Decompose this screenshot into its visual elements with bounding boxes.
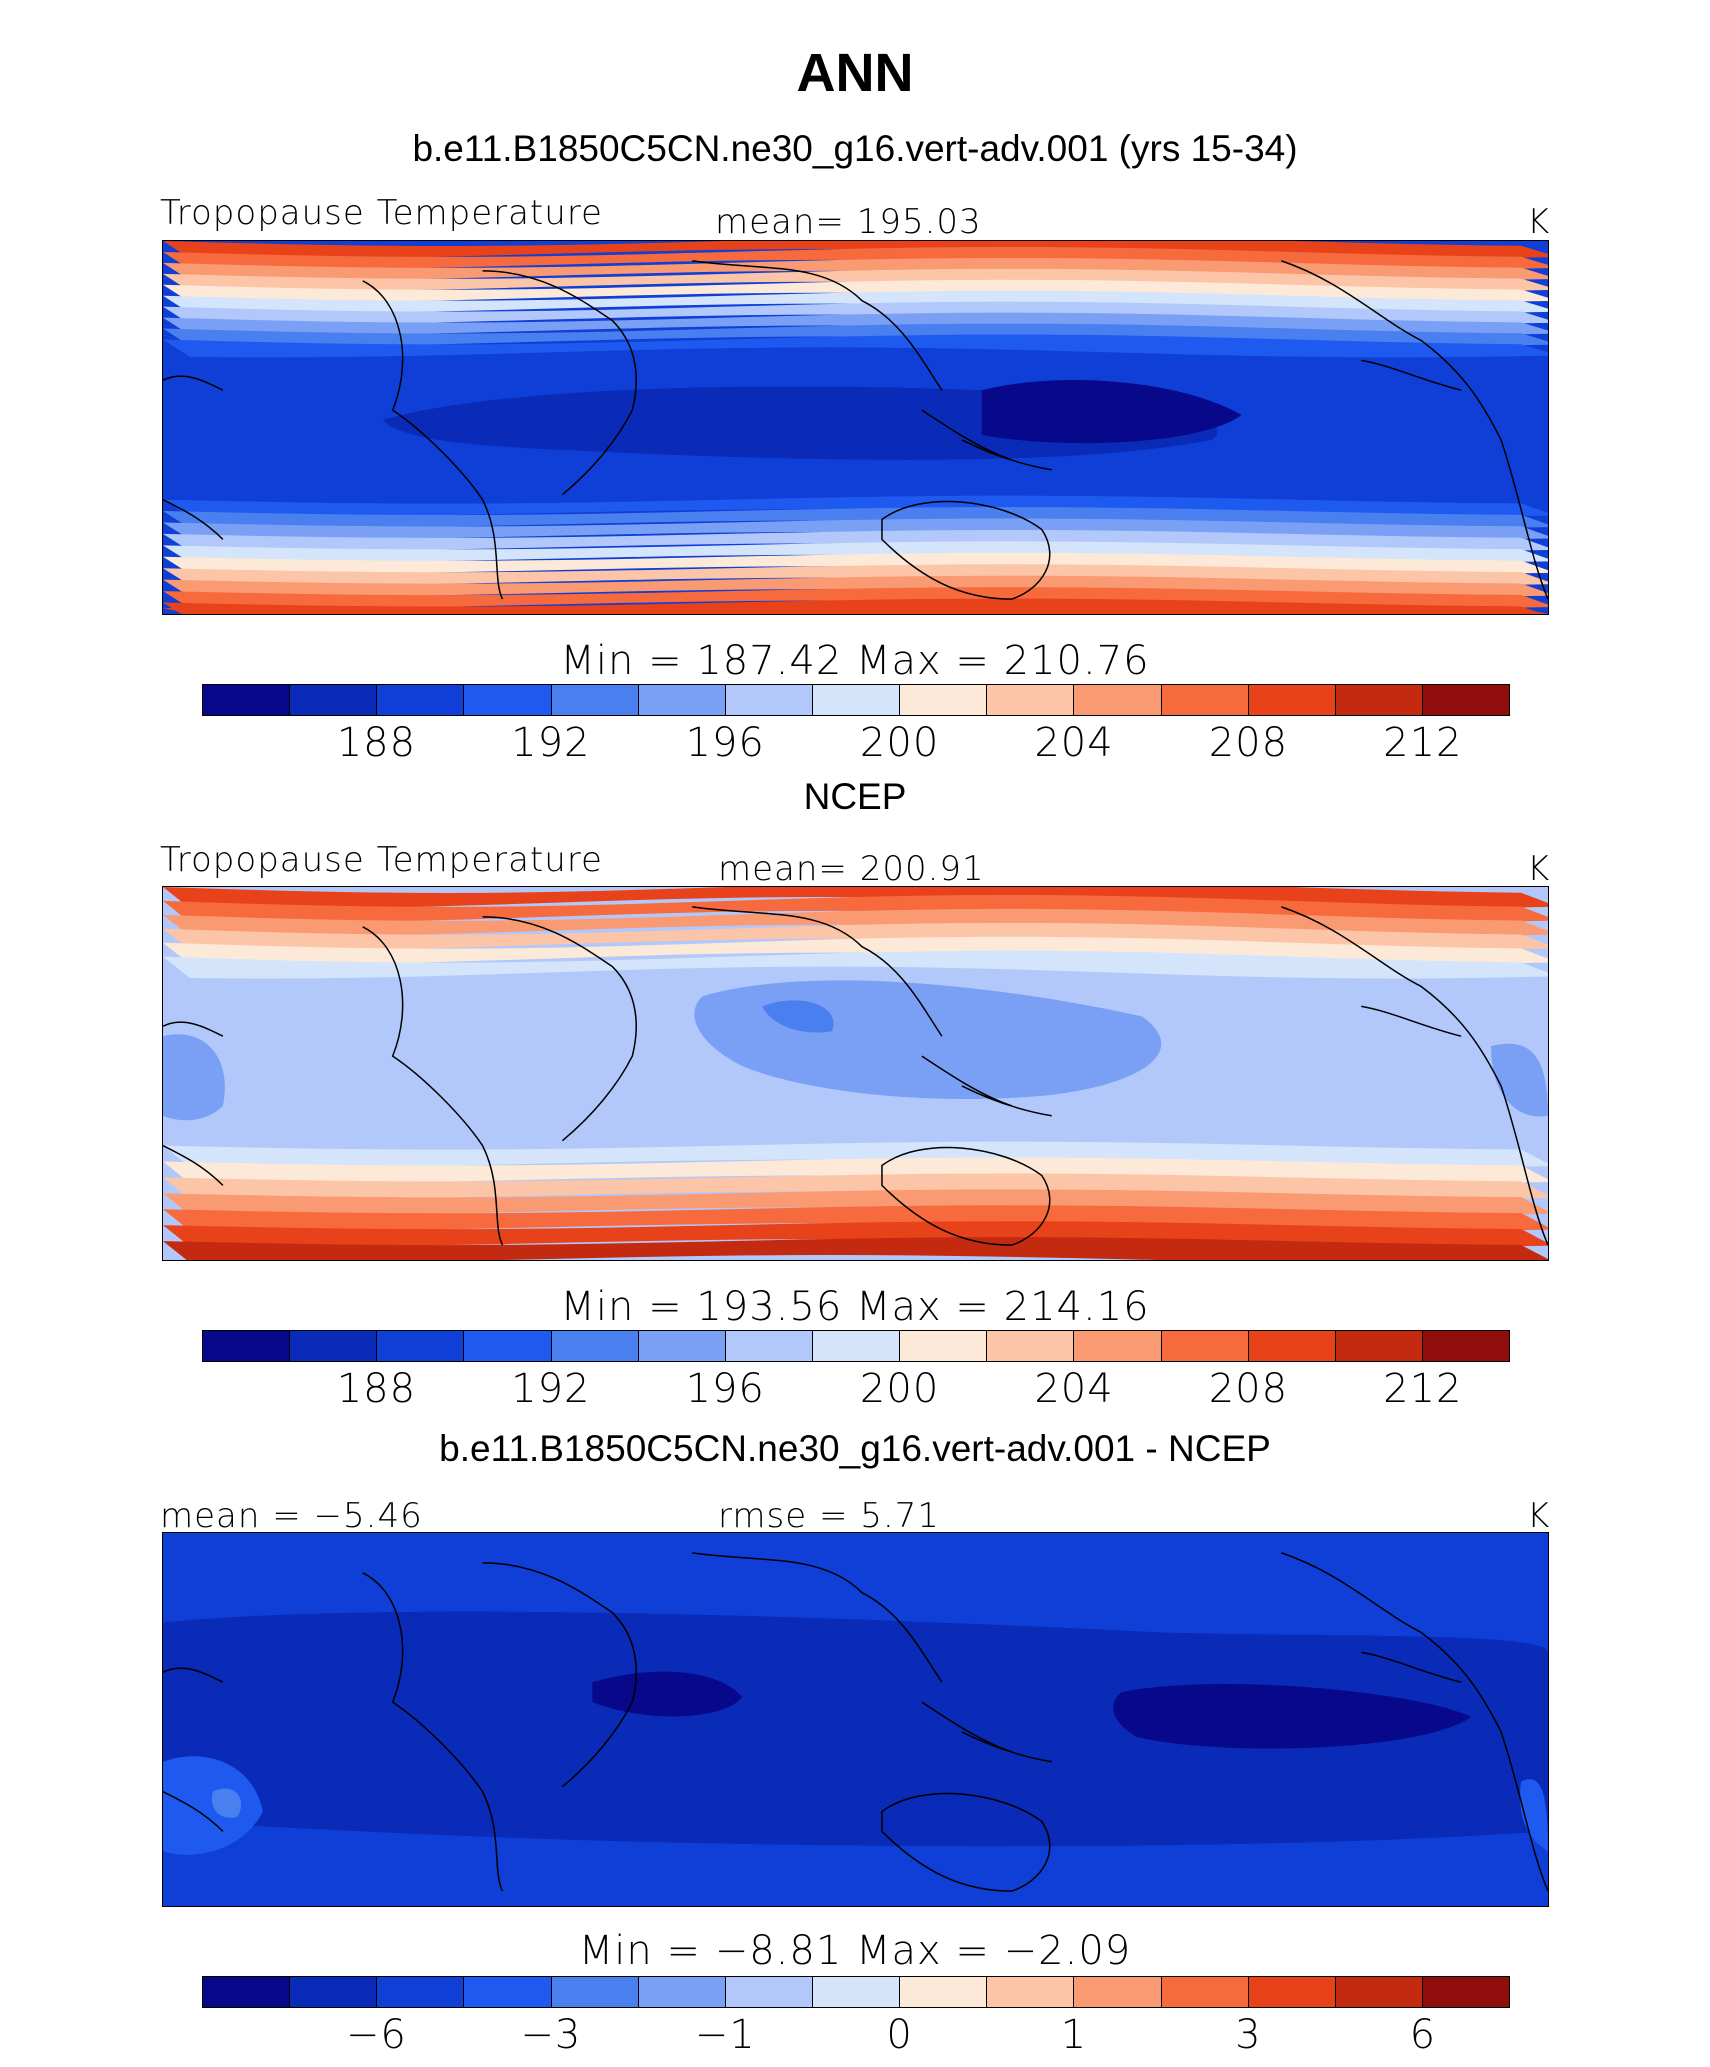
- colorbar-segment: [551, 1977, 639, 2007]
- colorbar-segment: [551, 1331, 639, 1361]
- colorbar-tick-label: 200: [859, 1366, 940, 1412]
- colorbar-segment: [725, 1331, 813, 1361]
- colorbar-tick-label: 6: [1409, 2012, 1437, 2058]
- panel-2-map: [162, 886, 1549, 1261]
- colorbar-segment: [464, 685, 552, 715]
- colorbar-segment: [377, 1977, 465, 2007]
- colorbar-segment: [900, 1331, 988, 1361]
- panel-2-mean-label: mean= 200.91: [718, 849, 985, 889]
- colorbar-tick-label: 188: [336, 720, 417, 766]
- panel-2-minmax: Min = 193.56 Max = 214.16: [560, 1284, 1150, 1330]
- colorbar-tick-label: 3: [1235, 2012, 1262, 2058]
- colorbar-segment: [1161, 685, 1249, 715]
- colorbar-tick-label: −1: [694, 2012, 756, 2058]
- panel-2-unit-label: K: [1527, 849, 1551, 889]
- panel-3-rmse-label: rmse = 5.71: [718, 1496, 940, 1536]
- colorbar-tick-label: 1: [1060, 2012, 1088, 2058]
- panel-1-title: b.e11.B1850C5CN.ne30_g16.vert-adv.001 (y…: [412, 128, 1298, 169]
- colorbar-segment: [464, 1331, 552, 1361]
- colorbar-segment: [1335, 1977, 1423, 2007]
- colorbar-segment: [290, 685, 378, 715]
- colorbar-segment: [638, 685, 726, 715]
- panel-3-contour-map: [163, 1533, 1548, 1906]
- colorbar-segment: [638, 1331, 726, 1361]
- panel-3-map: [162, 1532, 1549, 1907]
- colorbar-segment: [900, 685, 988, 715]
- colorbar-segment: [551, 685, 639, 715]
- colorbar-tick-label: 196: [685, 1366, 765, 1412]
- main-title: ANN: [796, 43, 914, 103]
- colorbar-tick-label: 196: [685, 720, 765, 766]
- colorbar-segment: [987, 1331, 1075, 1361]
- colorbar-segment: [203, 1331, 291, 1361]
- colorbar-segment: [1335, 685, 1423, 715]
- colorbar-segment: [1422, 1331, 1510, 1361]
- panel-3-minmax: Min = −8.81 Max = −2.09: [578, 1928, 1132, 1974]
- colorbar-segment: [987, 685, 1075, 715]
- colorbar-segment: [1248, 685, 1336, 715]
- colorbar-segment: [1161, 1977, 1249, 2007]
- colorbar-tick-label: 212: [1383, 1366, 1463, 1412]
- panel-3-title: b.e11.B1850C5CN.ne30_g16.vert-adv.001 - …: [439, 1428, 1271, 1469]
- panel-3-colorbar: [202, 1976, 1510, 2008]
- colorbar-segment: [812, 1977, 901, 2007]
- colorbar-segment: [290, 1331, 378, 1361]
- panel-1-colorbar: [202, 684, 1510, 716]
- colorbar-segment: [377, 1331, 465, 1361]
- colorbar-segment: [203, 685, 291, 715]
- colorbar-segment: [377, 685, 465, 715]
- colorbar-tick-label: −6: [345, 2012, 407, 2058]
- panel-1-minmax: Min = 187.42 Max = 210.76: [560, 638, 1150, 684]
- colorbar-segment: [203, 1977, 291, 2007]
- colorbar-segment: [1161, 1331, 1249, 1361]
- colorbar-tick-label: 212: [1383, 720, 1463, 766]
- colorbar-segment: [1422, 685, 1510, 715]
- colorbar-tick-label: 208: [1208, 720, 1289, 766]
- colorbar-tick-label: 188: [336, 1366, 417, 1412]
- colorbar-segment: [1074, 685, 1162, 715]
- colorbar-segment: [725, 1977, 813, 2007]
- colorbar-tick-label: −3: [520, 2012, 582, 2058]
- colorbar-tick-label: 208: [1208, 1366, 1289, 1412]
- panel-1-left-label: Tropopause Temperature: [160, 193, 603, 233]
- colorbar-segment: [1422, 1977, 1510, 2007]
- colorbar-segment: [725, 685, 813, 715]
- panel-1-map: [162, 240, 1549, 615]
- panel-1-mean-label: mean= 195.03: [715, 202, 982, 242]
- colorbar-segment: [812, 1331, 901, 1361]
- colorbar-segment: [1248, 1331, 1336, 1361]
- panel-2-title: NCEP: [803, 776, 907, 817]
- colorbar-tick-label: 0: [886, 2012, 913, 2058]
- colorbar-tick-label: 192: [511, 1366, 591, 1412]
- colorbar-tick-label: 204: [1034, 1366, 1114, 1412]
- colorbar-segment: [987, 1977, 1075, 2007]
- panel-2-left-label: Tropopause Temperature: [160, 840, 603, 880]
- panel-1-unit-label: K: [1527, 202, 1551, 242]
- panel-3-unit-label: K: [1527, 1496, 1551, 1536]
- colorbar-segment: [812, 685, 901, 715]
- colorbar-segment: [1074, 1331, 1162, 1361]
- colorbar-segment: [1074, 1977, 1162, 2007]
- colorbar-segment: [290, 1977, 378, 2007]
- colorbar-segment: [900, 1977, 988, 2007]
- colorbar-tick-label: 204: [1034, 720, 1114, 766]
- panel-1-contour-map: [163, 241, 1548, 614]
- panel-2-contour-map: [163, 887, 1548, 1260]
- colorbar-segment: [1335, 1331, 1423, 1361]
- panel-2-colorbar: [202, 1330, 1510, 1362]
- colorbar-segment: [1248, 1977, 1336, 2007]
- colorbar-segment: [638, 1977, 726, 2007]
- panel-3-mean-label: mean = −5.46: [160, 1496, 423, 1536]
- colorbar-segment: [464, 1977, 552, 2007]
- colorbar-tick-label: 200: [859, 720, 940, 766]
- colorbar-tick-label: 192: [511, 720, 591, 766]
